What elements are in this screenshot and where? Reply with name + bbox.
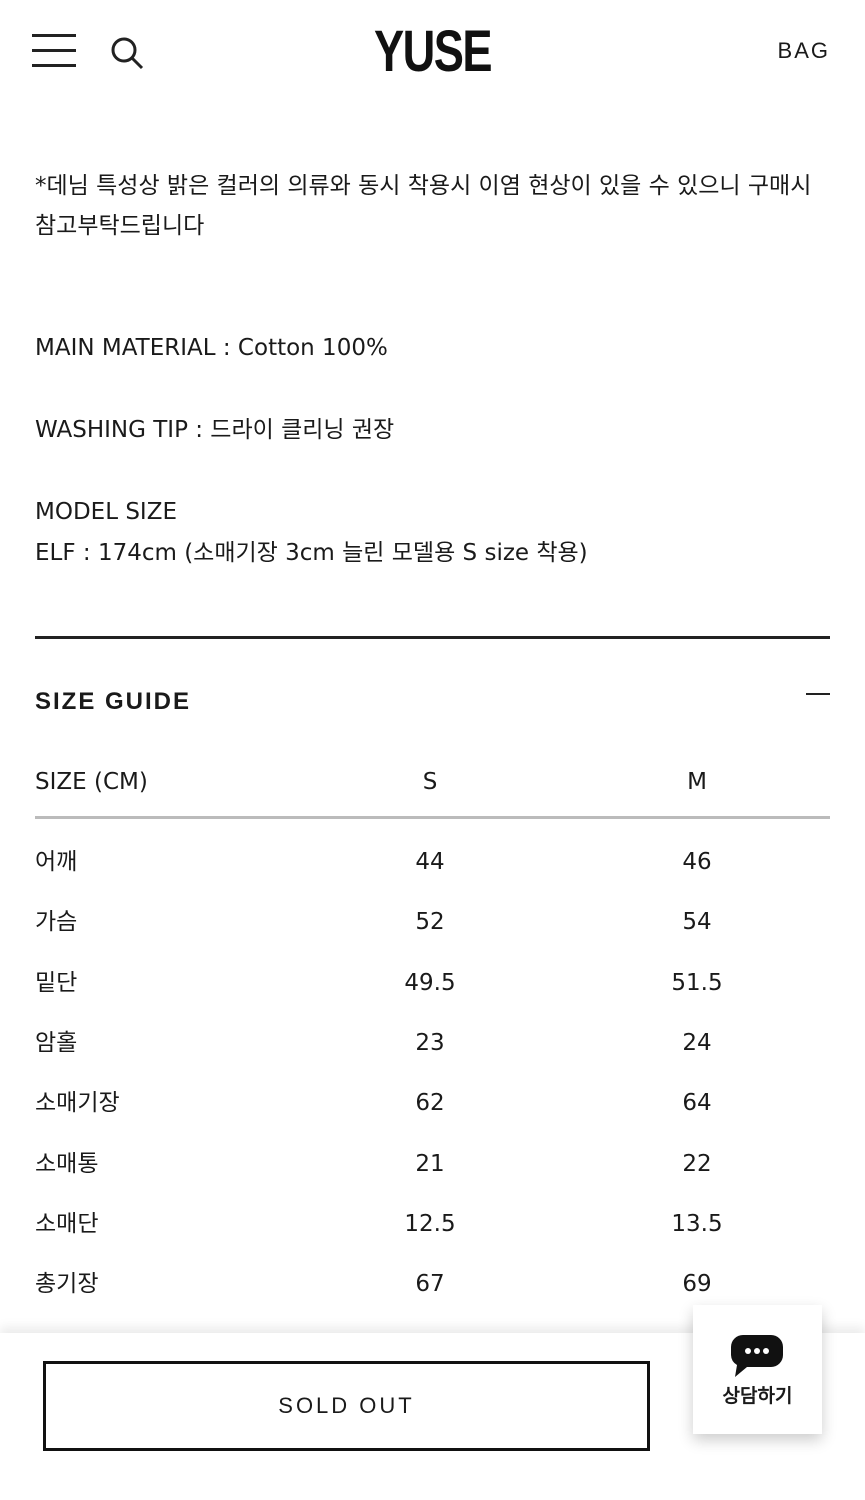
value-s: 21 [415,1150,445,1177]
size-table-header: SIZE (CM) S M [35,762,830,802]
bag-link[interactable]: BAG [777,38,830,63]
value-s: 62 [415,1090,445,1117]
table-row: 암홀 23 24 [35,1023,830,1063]
table-row: 가슴 52 54 [35,902,830,942]
value-m: 24 [682,1029,712,1056]
row-label: 소매단 [35,1210,99,1237]
size-guide-title[interactable]: SIZE GUIDE [35,688,192,715]
table-row: 총기장 67 69 [35,1264,830,1304]
value-m: 22 [682,1150,712,1177]
value-m: 64 [682,1090,712,1117]
chat-bubble-icon [731,1335,783,1377]
search-icon[interactable] [110,36,144,70]
value-m: 46 [682,849,712,875]
value-s: 12.5 [404,1210,456,1237]
washing-tip: WASHING TIP : 드라이 클리닝 권장 [35,417,395,443]
table-row: 소매기장 62 64 [35,1083,830,1123]
header-m: M [687,769,707,795]
row-label: 밑단 [35,969,78,996]
header-s: S [422,769,438,795]
model-size: ELF : 174cm (소매기장 3cm 늘린 모델용 S size 착용) [35,540,588,566]
chat-button[interactable]: 상담하기 [693,1305,822,1434]
value-m: 54 [682,909,712,936]
logo[interactable]: YUSE [374,19,493,84]
table-header-divider [35,816,830,819]
denim-note: *데님 특성상 밝은 컬러의 의류와 동시 착용시 이염 현상이 있을 수 있으… [35,173,812,239]
table-row: 소매통 21 22 [35,1144,830,1184]
row-label: 가슴 [35,909,78,936]
row-label: 어깨 [35,849,78,875]
table-row: 밑단 49.5 51.5 [35,963,830,1003]
header: YUSE BAG [0,0,865,100]
row-label: 암홀 [35,1029,78,1056]
value-s: 49.5 [404,969,456,996]
value-m: 51.5 [671,969,723,996]
value-s: 23 [415,1029,445,1056]
value-m: 13.5 [671,1210,723,1237]
divider [35,636,830,639]
main-material: MAIN MATERIAL : Cotton 100% [35,335,388,361]
value-s: 44 [415,849,445,875]
chat-label: 상담하기 [722,1385,793,1407]
value-m: 69 [682,1271,712,1298]
row-label: 총기장 [35,1271,99,1298]
value-s: 67 [415,1271,445,1298]
header-size: SIZE (CM) [35,769,148,795]
menu-icon[interactable] [32,34,76,68]
table-row: 소매단 12.5 13.5 [35,1204,830,1244]
row-label: 소매기장 [35,1090,120,1117]
value-s: 52 [415,909,445,936]
sold-out-button[interactable]: SOLD OUT [43,1361,650,1451]
table-row: 어깨 44 46 [35,842,830,882]
model-size-title: MODEL SIZE [35,499,177,525]
collapse-icon[interactable] [806,693,830,695]
row-label: 소매통 [35,1150,99,1177]
